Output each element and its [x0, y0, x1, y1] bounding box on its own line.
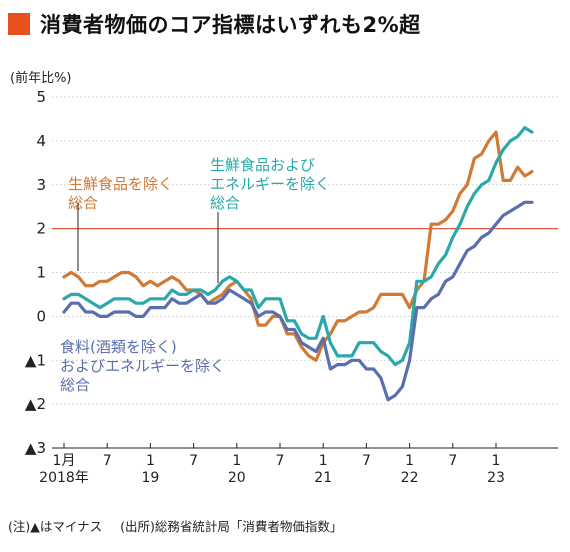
footnote: (注)▲はマイナス (出所)総務省統計局「消費者物価指数」: [8, 516, 356, 535]
y-tick-label: 0: [36, 307, 46, 325]
y-tick-label: ▲3: [25, 439, 46, 457]
series-label-us-type-core-cpi: およびエネルギーを除く: [60, 357, 225, 375]
series-label-core-core-cpi: エネルギーを除く: [210, 175, 330, 193]
x-tick-year-label: 21: [314, 470, 332, 486]
title-mark: [8, 13, 30, 35]
x-tick-label: 7: [362, 453, 371, 469]
x-tick-year-label: 2018年: [39, 470, 89, 486]
x-tick-label: 1: [405, 453, 414, 469]
y-tick-label: 1: [36, 264, 46, 282]
y-tick-label: 2: [36, 220, 46, 238]
y-axis-label: (前年比%): [10, 70, 72, 86]
x-tick-label: 7: [276, 453, 285, 469]
x-tick-label: 1: [232, 453, 241, 469]
x-tick-label: 1: [492, 453, 501, 469]
y-tick-label: ▲1: [25, 351, 46, 369]
footnote-source: (出所)総務省統計局「消費者物価指数」: [120, 519, 343, 534]
x-tick-label: 1月: [53, 453, 76, 469]
y-tick-label: 4: [36, 132, 46, 150]
series-label-us-type-core-cpi: 総合: [60, 376, 90, 394]
series-line-core-cpi: [62, 130, 534, 362]
x-tick-year-label: 23: [487, 470, 505, 486]
series-label-core-core-cpi: 生鮮食品および: [210, 156, 315, 174]
x-tick-label: 7: [448, 453, 457, 469]
y-tick-label: 5: [36, 88, 46, 106]
series-line-core-core-cpi: [62, 126, 534, 367]
x-tick-label: 7: [189, 453, 198, 469]
chart-title: 消費者物価のコア指標はいずれも2%超: [40, 13, 421, 37]
x-tick-label: 1: [146, 453, 155, 469]
x-tick-label: 7: [103, 453, 112, 469]
y-tick-label: 3: [36, 176, 46, 194]
series-label-core-cpi: 総合: [68, 194, 98, 212]
series-label-us-type-core-cpi: 食料(酒類を除く): [60, 338, 177, 356]
series-label-core-core-cpi: 総合: [210, 194, 240, 212]
y-tick-label: ▲2: [25, 395, 46, 413]
series-label-core-cpi: 生鮮食品を除く: [68, 175, 173, 193]
title-bar: 消費者物価のコア指標はいずれも2%超: [8, 8, 421, 40]
x-tick-label: 1: [319, 453, 328, 469]
x-tick-year-label: 19: [141, 470, 159, 486]
x-tick-year-label: 22: [401, 470, 419, 486]
x-tick-year-label: 20: [228, 470, 246, 486]
series-line-us-type-core-cpi: [62, 200, 534, 402]
footnote-note: (注)▲はマイナス: [8, 519, 103, 534]
